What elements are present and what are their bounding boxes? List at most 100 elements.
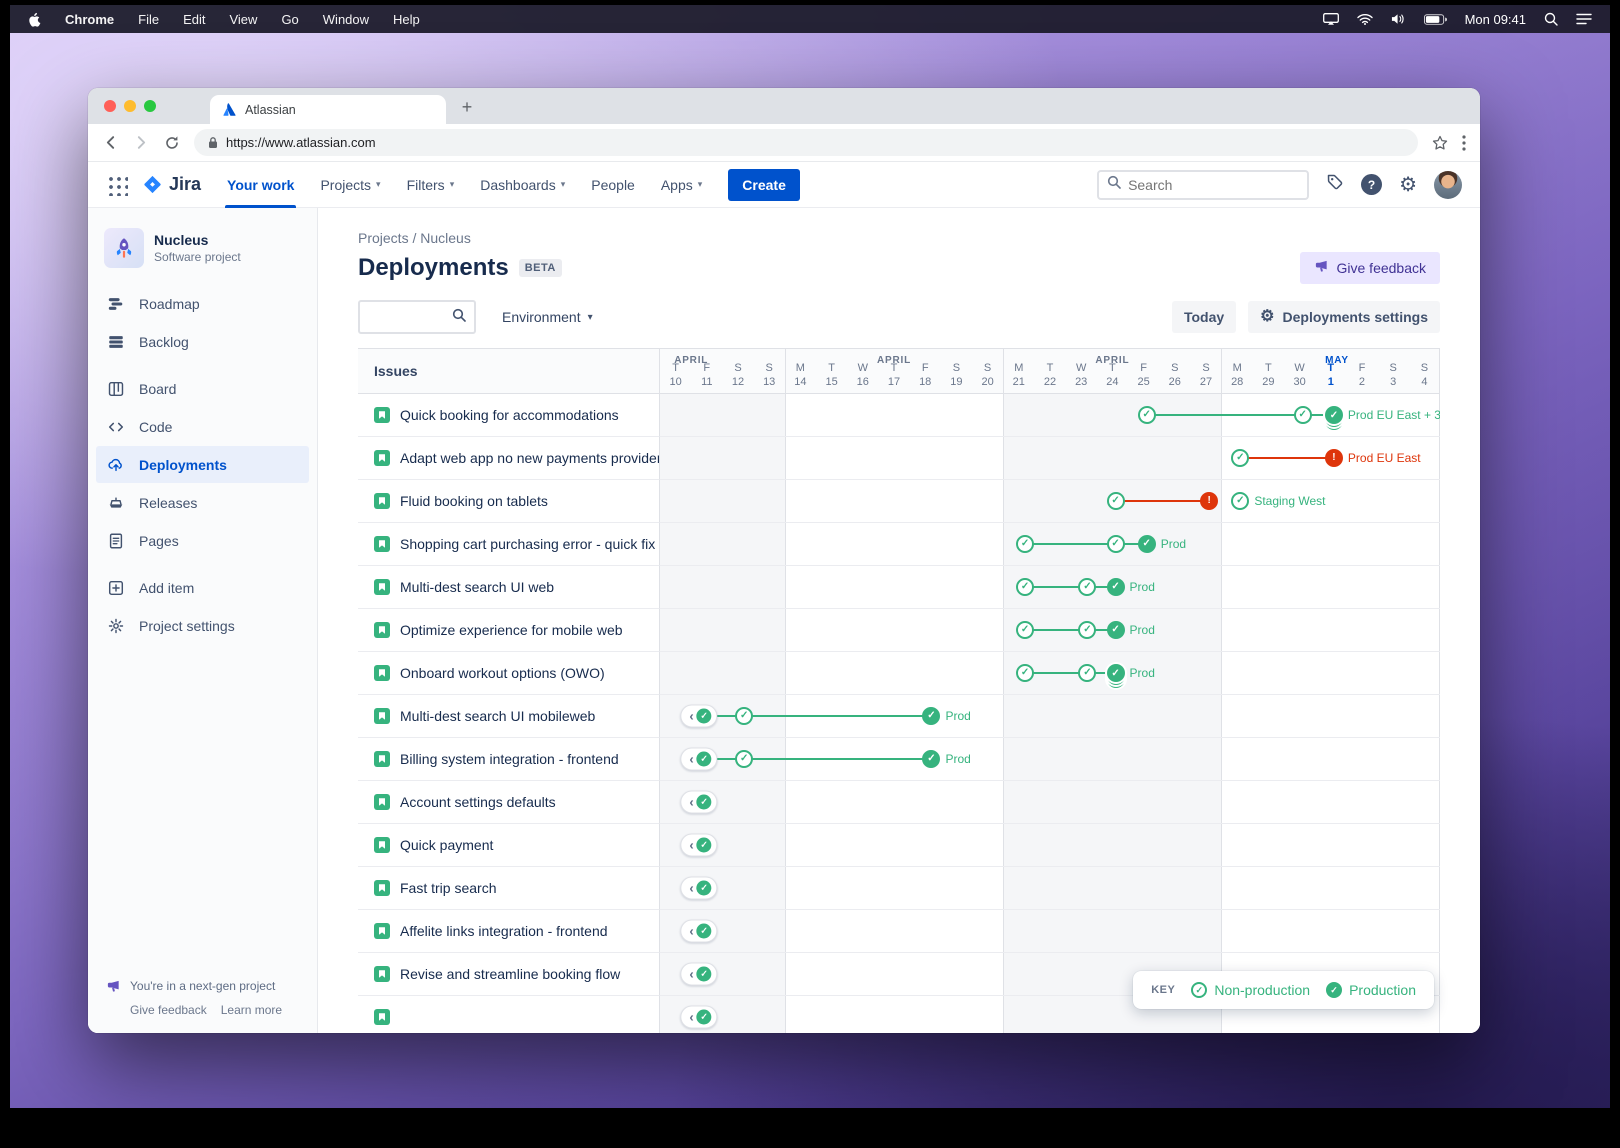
issue-cell[interactable]: Fluid booking on tablets: [358, 480, 660, 523]
jira-logo[interactable]: Jira: [142, 174, 201, 195]
nav-your-work[interactable]: Your work: [217, 162, 304, 208]
issue-title[interactable]: Multi-dest search UI web: [400, 579, 555, 595]
menubar-item-go[interactable]: Go: [281, 11, 299, 27]
nav-people[interactable]: People: [591, 176, 635, 193]
issue-title[interactable]: Adapt web app no new payments provider: [400, 450, 660, 466]
menubar-item-help[interactable]: Help: [393, 11, 420, 27]
issue-cell[interactable]: Quick payment: [358, 824, 660, 867]
deployment-success-icon[interactable]: ✓: [1137, 406, 1156, 424]
issue-cell[interactable]: Multi-dest search UI mobileweb: [358, 695, 660, 738]
browser-tab[interactable]: Atlassian: [210, 95, 446, 124]
minimize-button[interactable]: [124, 100, 136, 112]
issue-title[interactable]: Multi-dest search UI mobileweb: [400, 708, 596, 724]
collapsed-deployments-chip[interactable]: ‹ ✓: [680, 962, 718, 986]
issue-cell[interactable]: [358, 996, 660, 1033]
deployment-success-icon[interactable]: ✓: [1293, 406, 1312, 424]
new-tab-button[interactable]: +: [461, 96, 473, 117]
zoom-button[interactable]: [144, 100, 156, 112]
deployment-success-icon[interactable]: ✓: [1016, 621, 1035, 639]
search-input[interactable]: [1128, 176, 1300, 193]
sidebar-item-add-item[interactable]: Add item: [96, 569, 309, 606]
collapsed-deployments-chip[interactable]: ‹ ✓: [680, 704, 718, 728]
back-icon[interactable]: [102, 134, 119, 151]
deployment-success-icon[interactable]: ✓: [735, 707, 754, 725]
deployment-success-icon[interactable]: ✓: [1078, 664, 1097, 682]
menubar-clock[interactable]: Mon 09:41: [1464, 11, 1526, 27]
issue-title[interactable]: Account settings defaults: [400, 794, 556, 810]
breadcrumb-projects[interactable]: Projects: [358, 230, 409, 246]
deployment-failed-icon[interactable]: !: [1324, 449, 1343, 467]
user-avatar[interactable]: [1434, 170, 1462, 199]
nav-filters[interactable]: Filters ▾: [406, 176, 455, 193]
collapsed-deployments-chip[interactable]: ‹ ✓: [680, 1005, 718, 1029]
deployment-production-icon[interactable]: ✓: [1106, 578, 1125, 596]
issue-cell[interactable]: Quick booking for accommodations: [358, 394, 660, 437]
screen-mirroring-icon[interactable]: [1322, 13, 1339, 25]
issue-title[interactable]: Onboard workout options (OWO): [400, 665, 605, 681]
forward-icon[interactable]: [133, 134, 150, 151]
collapsed-deployments-chip[interactable]: ‹ ✓: [680, 747, 718, 771]
issue-cell[interactable]: Shopping cart purchasing error - quick f…: [358, 523, 660, 566]
today-button[interactable]: Today: [1171, 301, 1237, 333]
give-feedback-button[interactable]: Give feedback: [1299, 252, 1440, 284]
menubar-item-window[interactable]: Window: [322, 11, 370, 27]
sidebar-item-code[interactable]: Code: [96, 408, 309, 445]
deployment-production-icon[interactable]: ✓: [1106, 621, 1125, 639]
issue-title[interactable]: Affelite links integration - frontend: [400, 923, 608, 939]
menubar-item-view[interactable]: View: [229, 11, 258, 27]
help-icon[interactable]: ?: [1361, 174, 1383, 195]
issue-title[interactable]: Fluid booking on tablets: [400, 493, 548, 509]
spotlight-search-icon[interactable]: [1544, 12, 1558, 26]
menu-list-icon[interactable]: [1576, 13, 1592, 25]
apple-menu-icon[interactable]: [28, 12, 41, 27]
nav-projects[interactable]: Projects ▾: [320, 176, 381, 193]
deployment-success-icon[interactable]: ✓: [1106, 535, 1125, 553]
deployment-production-icon[interactable]: ✓: [922, 707, 941, 725]
address-bar[interactable]: https://www.atlassian.com: [194, 129, 1418, 156]
deployment-success-icon[interactable]: ✓: [1016, 535, 1035, 553]
filter-search-input[interactable]: [358, 300, 476, 334]
issue-title[interactable]: Shopping cart purchasing error - quick f…: [400, 536, 656, 552]
issue-cell[interactable]: Revise and streamline booking flow: [358, 953, 660, 996]
menubar-item-file[interactable]: File: [138, 11, 160, 27]
deployment-success-icon[interactable]: ✓: [1078, 578, 1097, 596]
deployment-success-icon[interactable]: ✓: [1016, 578, 1035, 596]
issue-cell[interactable]: Fast trip search: [358, 867, 660, 910]
deployments-settings-button[interactable]: ⚙ Deployments settings: [1248, 301, 1440, 333]
issue-cell[interactable]: Onboard workout options (OWO): [358, 652, 660, 695]
sidebar-item-releases[interactable]: Releases: [96, 484, 309, 521]
issue-title[interactable]: Optimize experience for mobile web: [400, 622, 623, 638]
issue-title[interactable]: Revise and streamline booking flow: [400, 966, 621, 982]
issue-title[interactable]: Quick booking for accommodations: [400, 407, 619, 423]
nav-dashboards[interactable]: Dashboards ▾: [480, 176, 566, 193]
issue-cell[interactable]: Account settings defaults: [358, 781, 660, 824]
collapsed-deployments-chip[interactable]: ‹ ✓: [680, 790, 718, 814]
issue-cell[interactable]: Optimize experience for mobile web: [358, 609, 660, 652]
give-feedback-link[interactable]: Give feedback: [130, 1003, 207, 1017]
issue-cell[interactable]: Billing system integration - frontend: [358, 738, 660, 781]
deployment-production-stack-icon[interactable]: ✓: [1324, 406, 1343, 430]
sidebar-item-deployments[interactable]: Deployments: [96, 446, 309, 483]
environment-dropdown[interactable]: Environment ▾: [502, 309, 593, 325]
create-button[interactable]: Create: [728, 168, 800, 201]
bookmark-star-icon[interactable]: [1432, 135, 1448, 151]
battery-icon[interactable]: [1423, 13, 1447, 25]
breadcrumb-nucleus[interactable]: Nucleus: [420, 230, 471, 246]
issue-cell[interactable]: Adapt web app no new payments provider: [358, 437, 660, 480]
deployment-failed-icon[interactable]: !: [1200, 492, 1219, 510]
settings-gear-icon[interactable]: ⚙: [1399, 173, 1417, 196]
issue-cell[interactable]: Affelite links integration - frontend: [358, 910, 660, 953]
nav-apps[interactable]: Apps ▾: [660, 176, 703, 193]
close-button[interactable]: [104, 100, 116, 112]
deployment-success-icon[interactable]: ✓: [1016, 664, 1035, 682]
sidebar-item-pages[interactable]: Pages: [96, 522, 309, 559]
issue-cell[interactable]: Multi-dest search UI web: [358, 566, 660, 609]
deployment-production-icon[interactable]: ✓: [1137, 535, 1156, 553]
sidebar-item-board[interactable]: Board: [96, 370, 309, 407]
collapsed-deployments-chip[interactable]: ‹ ✓: [680, 876, 718, 900]
deployment-success-icon[interactable]: ✓: [1078, 621, 1097, 639]
collapsed-deployments-chip[interactable]: ‹ ✓: [680, 919, 718, 943]
sidebar-item-backlog[interactable]: Backlog: [96, 323, 309, 360]
wifi-icon[interactable]: [1356, 13, 1373, 25]
sidebar-item-roadmap[interactable]: Roadmap: [96, 285, 309, 322]
